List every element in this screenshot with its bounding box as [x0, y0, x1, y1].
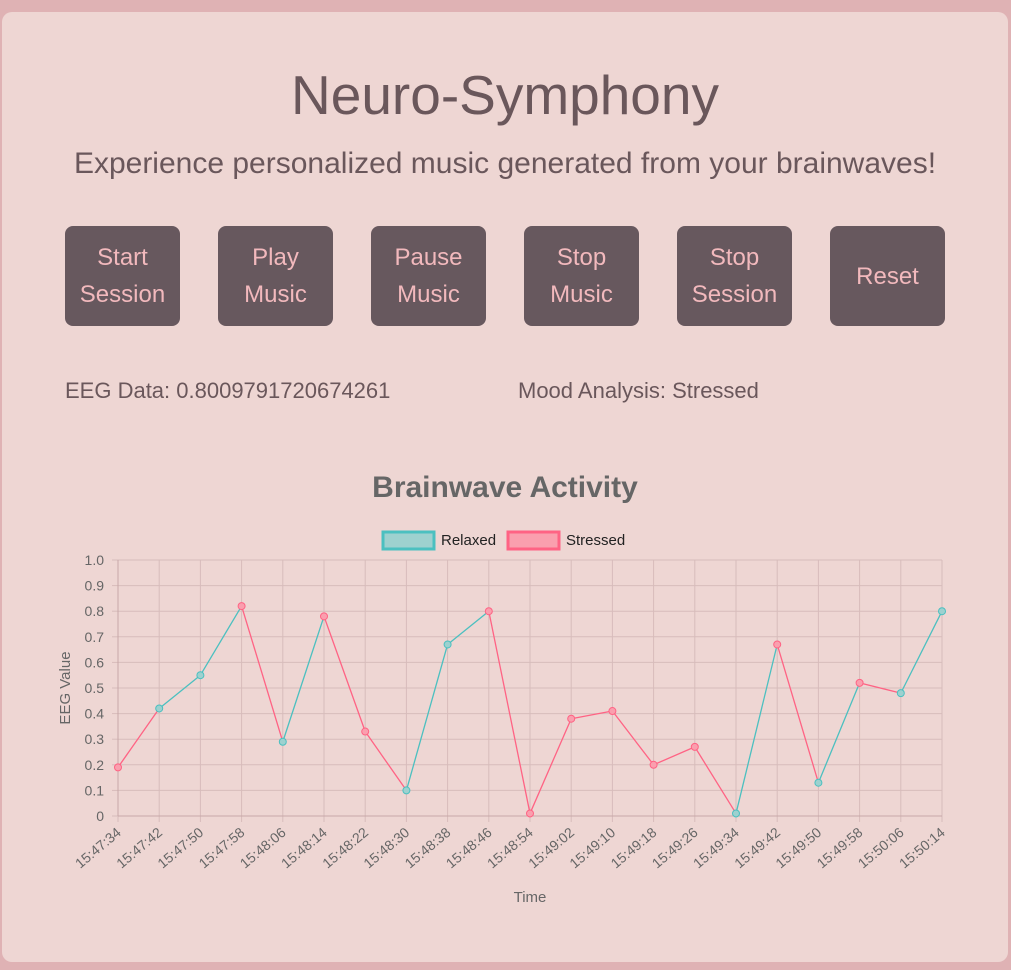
- y-axis-title: EEG Value: [57, 651, 74, 724]
- data-point[interactable]: [443, 640, 452, 649]
- y-tick-label: 0.6: [85, 654, 105, 670]
- page-title: Neuro-Symphony: [291, 64, 719, 126]
- y-tick-label: 0.2: [85, 757, 105, 773]
- x-axis-title: Time: [514, 889, 547, 906]
- line-segment-stressed: [776, 644, 820, 783]
- stop-session-button[interactable]: Stop Session: [677, 226, 792, 326]
- data-point[interactable]: [237, 602, 246, 611]
- line-segment-relaxed: [405, 644, 449, 791]
- data-point[interactable]: [732, 809, 740, 818]
- line-segment-stressed: [529, 718, 572, 814]
- play-music-button[interactable]: Play Music: [218, 226, 333, 326]
- y-tick-label: 0.4: [85, 706, 105, 722]
- data-point[interactable]: [567, 714, 576, 723]
- y-tick-label: 0: [96, 808, 104, 824]
- line-segment-stressed: [611, 710, 655, 766]
- chart-legend: Relaxed Stressed: [381, 530, 625, 551]
- eeg-data-readout: EEG Data: 0.8009791720674261: [65, 378, 391, 403]
- line-segment-stressed: [694, 746, 737, 814]
- y-tick-label: 0.3: [85, 731, 105, 747]
- stop-music-button[interactable]: Stop Music: [524, 226, 639, 326]
- data-point[interactable]: [526, 809, 534, 818]
- data-point[interactable]: [278, 737, 287, 746]
- line-segment-relaxed: [447, 610, 490, 645]
- line-segment-stressed: [859, 682, 901, 694]
- line-segment-stressed: [117, 708, 160, 768]
- line-segment-relaxed: [900, 610, 943, 694]
- chart-axes: 00.10.20.30.40.50.60.70.80.91.015:47:341…: [72, 552, 948, 871]
- x-tick-label: 15:50:14: [896, 824, 948, 871]
- line-segment-stressed: [240, 605, 284, 742]
- pause-music-button[interactable]: Pause Music: [371, 226, 486, 326]
- data-point[interactable]: [773, 640, 782, 649]
- line-segment-stressed: [653, 746, 696, 766]
- line-segment-stressed: [364, 731, 407, 791]
- y-tick-label: 0.5: [85, 680, 105, 696]
- data-point[interactable]: [814, 778, 823, 787]
- y-tick-label: 0.9: [85, 578, 105, 594]
- page-subtitle: Experience personalized music generated …: [73, 147, 937, 180]
- chart-title: Brainwave Activity: [372, 471, 638, 504]
- data-point[interactable]: [196, 671, 205, 680]
- line-segment-stressed: [488, 611, 531, 814]
- y-tick-label: 0.1: [85, 782, 105, 798]
- start-session-button[interactable]: Start Session: [65, 226, 180, 326]
- data-point[interactable]: [855, 678, 864, 687]
- line-segment-relaxed: [817, 682, 861, 783]
- control-buttons: Start Session Play Music Pause Music Sto…: [65, 226, 947, 326]
- y-tick-label: 0.8: [85, 603, 105, 619]
- legend-swatch-stressed[interactable]: [506, 530, 561, 551]
- chart-grid: [117, 559, 943, 822]
- data-point[interactable]: [896, 689, 905, 698]
- mood-analysis-readout: Mood Analysis: Stressed: [518, 378, 759, 403]
- data-point[interactable]: [649, 760, 658, 769]
- line-segment-stressed: [323, 616, 366, 732]
- data-point[interactable]: [608, 707, 617, 716]
- chart-lines: [117, 605, 943, 814]
- data-point[interactable]: [320, 612, 328, 621]
- data-point[interactable]: [690, 742, 699, 751]
- data-point[interactable]: [938, 607, 946, 616]
- data-point[interactable]: [484, 607, 493, 616]
- data-point[interactable]: [155, 704, 164, 713]
- readouts: EEG Data: 0.8009791720674261 Mood Analys…: [65, 378, 965, 408]
- main-card: Neuro-Symphony Experience personalized m…: [2, 12, 1008, 962]
- line-segment-relaxed: [158, 674, 201, 709]
- legend-label-stressed[interactable]: Stressed: [566, 532, 625, 549]
- legend-label-relaxed[interactable]: Relaxed: [441, 532, 496, 549]
- line-segment-relaxed: [282, 616, 325, 742]
- data-point[interactable]: [402, 786, 411, 795]
- reset-button[interactable]: Reset: [830, 226, 945, 326]
- data-point[interactable]: [114, 763, 122, 772]
- data-point[interactable]: [361, 727, 370, 736]
- y-tick-label: 1.0: [85, 552, 105, 568]
- line-segment-relaxed: [735, 644, 778, 814]
- chart-points: [114, 602, 946, 818]
- line-segment-stressed: [571, 710, 613, 720]
- legend-swatch-relaxed[interactable]: [381, 530, 436, 551]
- line-segment-relaxed: [199, 605, 243, 676]
- y-tick-label: 0.7: [85, 629, 105, 645]
